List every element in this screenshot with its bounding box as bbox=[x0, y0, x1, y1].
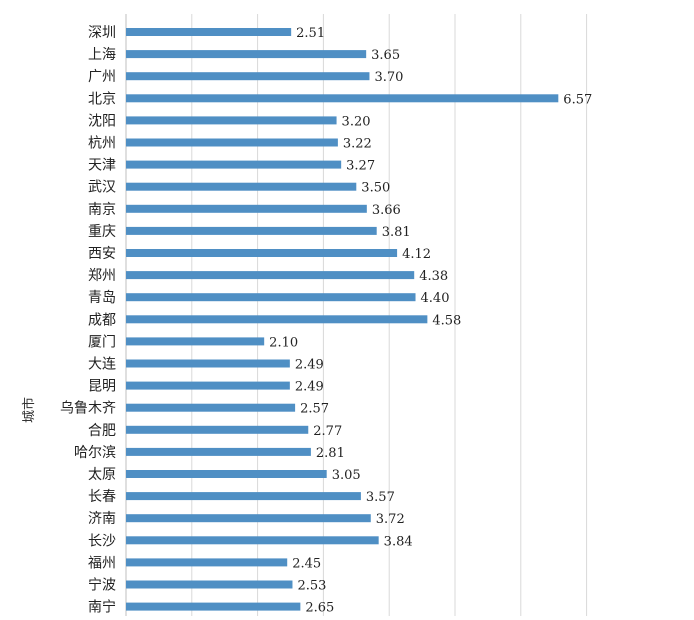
bar bbox=[126, 602, 301, 611]
bar bbox=[126, 425, 309, 434]
value-label: 2.81 bbox=[316, 446, 345, 461]
bar bbox=[126, 50, 367, 59]
value-label: 4.12 bbox=[402, 247, 431, 262]
bar bbox=[126, 492, 361, 501]
value-label: 3.72 bbox=[376, 512, 405, 527]
category-label: 广州 bbox=[88, 69, 116, 85]
category-label: 南京 bbox=[88, 202, 116, 218]
category-label: 福州 bbox=[88, 555, 116, 571]
category-label: 上海 bbox=[88, 47, 116, 63]
category-label: 昆明 bbox=[88, 379, 116, 395]
bar bbox=[126, 381, 290, 390]
category-label: 宁波 bbox=[88, 577, 116, 594]
value-label: 3.81 bbox=[382, 225, 411, 240]
value-label: 3.20 bbox=[342, 114, 371, 129]
value-label: 2.77 bbox=[313, 424, 342, 439]
bar bbox=[126, 28, 292, 36]
bar bbox=[126, 447, 311, 456]
value-label: 2.49 bbox=[295, 380, 324, 395]
category-label: 沈阳 bbox=[88, 113, 116, 129]
value-label: 3.05 bbox=[332, 468, 361, 483]
bar bbox=[126, 359, 290, 368]
bar bbox=[126, 293, 416, 302]
bar bbox=[126, 160, 342, 169]
category-label: 武汉 bbox=[88, 180, 116, 196]
value-label: 2.49 bbox=[295, 358, 324, 373]
bar bbox=[126, 72, 370, 81]
value-label: 3.57 bbox=[366, 490, 395, 505]
category-label: 济南 bbox=[88, 511, 116, 527]
bars-group bbox=[126, 28, 559, 611]
category-label: 杭州 bbox=[88, 136, 116, 152]
value-label: 2.45 bbox=[292, 556, 321, 571]
bar bbox=[126, 182, 357, 191]
value-label: 3.22 bbox=[343, 137, 372, 152]
category-label: 青岛 bbox=[88, 290, 116, 306]
category-label: 长沙 bbox=[88, 533, 116, 549]
value-label: 4.38 bbox=[419, 269, 448, 284]
category-label: 乌鲁木齐 bbox=[60, 401, 116, 417]
bar bbox=[126, 514, 371, 523]
value-label: 6.57 bbox=[563, 92, 592, 107]
value-label: 2.57 bbox=[300, 402, 329, 417]
value-label: 2.65 bbox=[305, 601, 334, 616]
bar bbox=[126, 580, 293, 589]
value-label: 4.40 bbox=[421, 291, 450, 306]
bar bbox=[126, 204, 367, 213]
category-label: 南宁 bbox=[88, 599, 116, 616]
category-label: 长春 bbox=[88, 489, 116, 505]
bar bbox=[126, 470, 327, 478]
bar bbox=[126, 337, 265, 346]
bar bbox=[126, 138, 338, 147]
category-label: 深圳 bbox=[88, 25, 116, 41]
value-labels: 2.51 3.65 3.70 6.57 3.20 3.22 3.27 3.50 3.66 3.81… bbox=[269, 26, 592, 616]
category-label: 成都 bbox=[88, 312, 116, 328]
bar bbox=[126, 226, 377, 235]
bar bbox=[126, 249, 398, 257]
category-labels: 深圳上海广州北京沈阳杭州天津武汉南京重庆西安郑州青岛成都厦门大连昆明乌鲁木齐合肥… bbox=[60, 25, 116, 616]
value-label: 3.27 bbox=[346, 159, 375, 174]
bar bbox=[126, 558, 288, 567]
bar bbox=[126, 271, 415, 280]
category-label: 北京 bbox=[88, 91, 116, 107]
category-label: 郑州 bbox=[88, 268, 116, 284]
category-label: 合肥 bbox=[88, 423, 116, 439]
category-label: 太原 bbox=[88, 467, 116, 483]
category-label: 大连 bbox=[88, 357, 116, 373]
category-label: 西安 bbox=[88, 246, 116, 262]
value-label: 2.51 bbox=[296, 26, 325, 41]
value-label: 3.70 bbox=[374, 70, 403, 85]
bar bbox=[126, 403, 296, 412]
category-label: 厦门 bbox=[88, 334, 116, 350]
gridlines bbox=[191, 14, 588, 616]
category-label: 哈尔滨 bbox=[74, 445, 116, 461]
value-label: 2.53 bbox=[297, 579, 326, 594]
bar bbox=[126, 116, 337, 125]
value-label: 3.65 bbox=[371, 48, 400, 63]
value-label: 3.84 bbox=[384, 534, 413, 549]
y-axis-title: 城市 bbox=[21, 397, 37, 423]
category-label: 天津 bbox=[88, 158, 116, 174]
value-label: 2.10 bbox=[269, 335, 298, 350]
bar bbox=[126, 536, 379, 545]
bar bbox=[126, 94, 559, 103]
value-label: 3.66 bbox=[372, 203, 401, 218]
value-label: 3.50 bbox=[361, 181, 390, 196]
value-label: 4.58 bbox=[432, 313, 461, 328]
bar bbox=[126, 315, 428, 324]
category-label: 重庆 bbox=[88, 224, 116, 240]
